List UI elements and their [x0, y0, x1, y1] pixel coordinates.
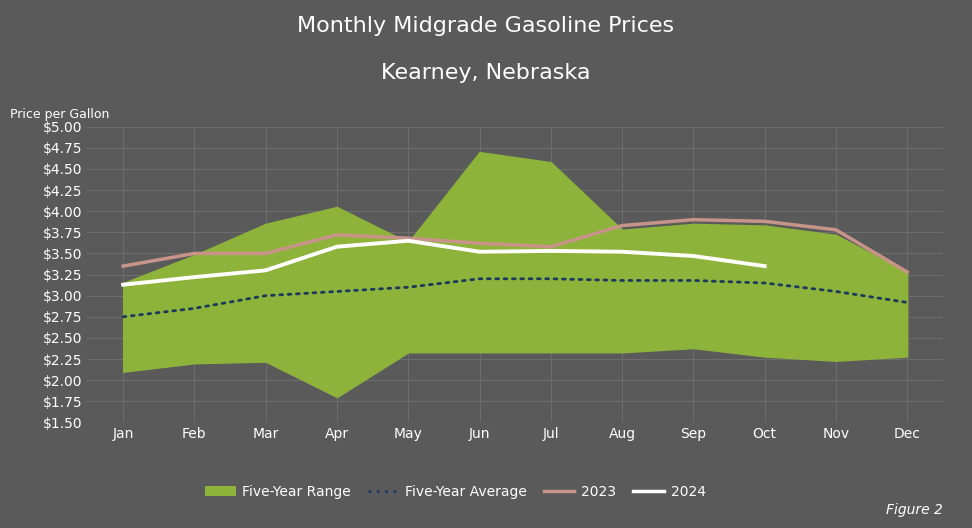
Text: Figure 2: Figure 2 [885, 503, 943, 517]
Text: Price per Gallon: Price per Gallon [11, 108, 110, 121]
Text: Kearney, Nebraska: Kearney, Nebraska [381, 63, 591, 83]
Text: Monthly Midgrade Gasoline Prices: Monthly Midgrade Gasoline Prices [297, 16, 675, 36]
Legend: Five-Year Range, Five-Year Average, 2023, 2024: Five-Year Range, Five-Year Average, 2023… [199, 479, 712, 504]
